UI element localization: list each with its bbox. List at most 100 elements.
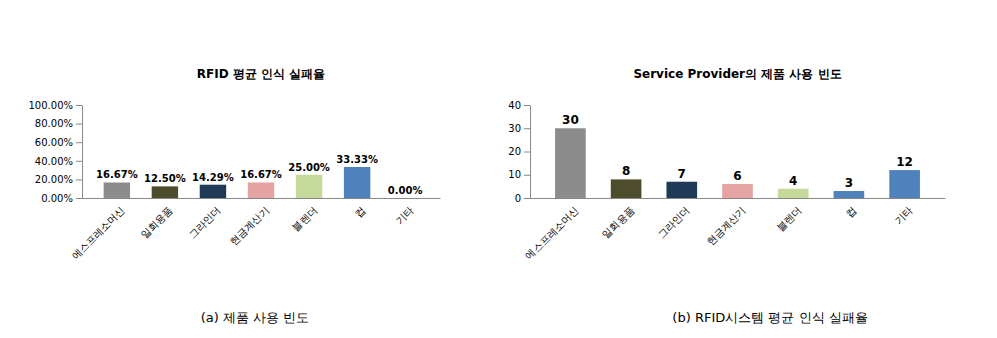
x-tick-label: 컵 — [352, 204, 367, 219]
caption: (b) RFID시스템 평균 인식 실패율 — [672, 310, 867, 325]
x-tick: 블렌더 — [290, 204, 319, 233]
y-tick: 40 — [508, 100, 530, 111]
y-tick-label: 40 — [508, 100, 521, 111]
x-tick: 컵 — [352, 204, 367, 219]
bar — [666, 182, 697, 198]
y-tick-mark — [76, 179, 82, 180]
x-tick-label: 그라인더 — [656, 204, 692, 240]
y-tick-label: 20.00% — [35, 174, 73, 185]
x-tick-label: 기타 — [393, 204, 415, 226]
bar — [834, 191, 865, 198]
y-tick-mark — [76, 198, 82, 199]
y-tick-label: 60.00% — [35, 137, 73, 148]
y-tick-mark — [76, 124, 82, 125]
chart-title: Service Provider의 제품 사용 빈도 — [633, 67, 841, 81]
x-axis: 에스프레소머신 일회용품 그라인더현금계산기 블렌더 컵 기타 — [70, 199, 441, 262]
y-tick-label: 100.00% — [29, 100, 74, 111]
y-axis: 0 10 20 30 40 — [508, 100, 530, 204]
x-tick-label: 블렌더 — [774, 204, 803, 233]
bar — [104, 182, 130, 198]
chart: RFID 평균 인식 실패율 0.00% 20.00% 40.00% 60.00% 80.… — [29, 67, 441, 325]
x-tick: 컵 — [844, 204, 859, 219]
data-label: 4 — [789, 174, 797, 188]
data-label: 7 — [678, 167, 686, 181]
y-tick: 80.00% — [35, 118, 82, 129]
x-tick: 현금계산기 — [704, 204, 747, 247]
x-tick: 현금계산기 — [228, 204, 271, 247]
x-tick-label: 에스프레소머신 — [523, 204, 580, 261]
data-label: 0.00% — [388, 185, 423, 196]
x-tick: 기타 — [393, 204, 415, 226]
data-label: 25.00% — [288, 162, 330, 173]
bar — [722, 184, 753, 198]
bars — [104, 167, 371, 198]
bar — [296, 175, 322, 198]
bars — [555, 128, 920, 198]
bar — [392, 198, 418, 199]
x-tick: 그라인더 — [187, 204, 223, 240]
data-label: 3 — [845, 176, 853, 190]
y-tick-mark — [524, 128, 530, 129]
x-tick-label: 그라인더 — [187, 204, 223, 240]
x-tick-label: 일회용품 — [600, 204, 636, 240]
y-tick: 60.00% — [35, 137, 82, 148]
data-labels: 16.67%12.50%14.29%16.67%25.00%33.33%0.00… — [96, 154, 423, 196]
x-axis-line — [531, 198, 946, 199]
x-tick: 에스프레소머신 — [523, 204, 580, 261]
y-tick-label: 20 — [508, 146, 521, 157]
data-label: 12 — [896, 155, 913, 169]
caption: (a) 제품 사용 빈도 — [201, 310, 310, 325]
chart: Service Provider의 제품 사용 빈도 0 10 20 30 40 에스프레소… — [508, 67, 945, 325]
y-tick-label: 0 — [515, 193, 521, 204]
y-tick: 20 — [508, 146, 530, 157]
x-tick: 에스프레소머신 — [70, 204, 127, 261]
bar — [778, 189, 809, 198]
y-tick: 30 — [508, 123, 530, 134]
y-axis: 0.00% 20.00% 40.00% 60.00% 80.00% 100.00% — [29, 100, 83, 204]
data-label: 16.67% — [240, 169, 282, 180]
y-tick-label: 10 — [508, 169, 521, 180]
x-tick: 일회용품 — [139, 204, 175, 240]
x-axis: 에스프레소머신 일회용품 그라인더 현금계산기 블렌더 컵 기타 — [523, 199, 945, 262]
y-tick-mark — [524, 105, 530, 106]
data-label: 33.33% — [336, 154, 378, 165]
y-tick: 0.00% — [41, 193, 82, 204]
chart-title: RFID 평균 인식 실패율 — [197, 67, 325, 81]
canvas: RFID 평균 인식 실패율0.00%20.00%40.00%60.00%80.… — [0, 0, 997, 338]
y-tick-mark — [76, 142, 82, 143]
bar — [555, 128, 586, 198]
x-tick: 그라인더 — [656, 204, 692, 240]
y-axis-line — [82, 106, 83, 199]
bar — [152, 186, 178, 198]
bar — [200, 185, 226, 198]
x-tick-label: 컵 — [844, 204, 859, 219]
bar — [248, 182, 274, 198]
data-label: 14.29% — [192, 172, 234, 183]
y-tick-mark — [524, 198, 530, 199]
y-tick-mark — [76, 161, 82, 162]
y-tick-label: 40.00% — [35, 156, 73, 167]
y-tick-label: 0.00% — [41, 193, 73, 204]
x-tick: 기타 — [893, 204, 915, 226]
x-axis-line — [83, 198, 441, 199]
x-tick-label: 기타 — [893, 204, 915, 226]
y-tick-label: 80.00% — [35, 118, 73, 129]
y-tick: 40.00% — [35, 156, 82, 167]
y-tick: 20.00% — [35, 174, 82, 185]
x-tick-label: 일회용품 — [139, 204, 175, 240]
data-label: 8 — [622, 164, 630, 178]
x-tick: 블렌더 — [774, 204, 803, 233]
bar — [611, 179, 642, 198]
data-label: 30 — [562, 113, 579, 127]
y-tick: 10 — [508, 169, 530, 180]
x-tick-label: 현금계산기 — [228, 204, 271, 247]
y-tick: 0 — [515, 193, 530, 204]
x-tick: 일회용품 — [600, 204, 636, 240]
x-tick-label: 현금계산기 — [704, 204, 747, 247]
bar — [344, 167, 370, 198]
y-tick-mark — [524, 152, 530, 153]
x-tick-label: 블렌더 — [290, 204, 319, 233]
y-tick: 100.00% — [29, 100, 83, 111]
y-axis-line — [530, 106, 531, 199]
data-labels: 308764312 — [562, 113, 913, 190]
